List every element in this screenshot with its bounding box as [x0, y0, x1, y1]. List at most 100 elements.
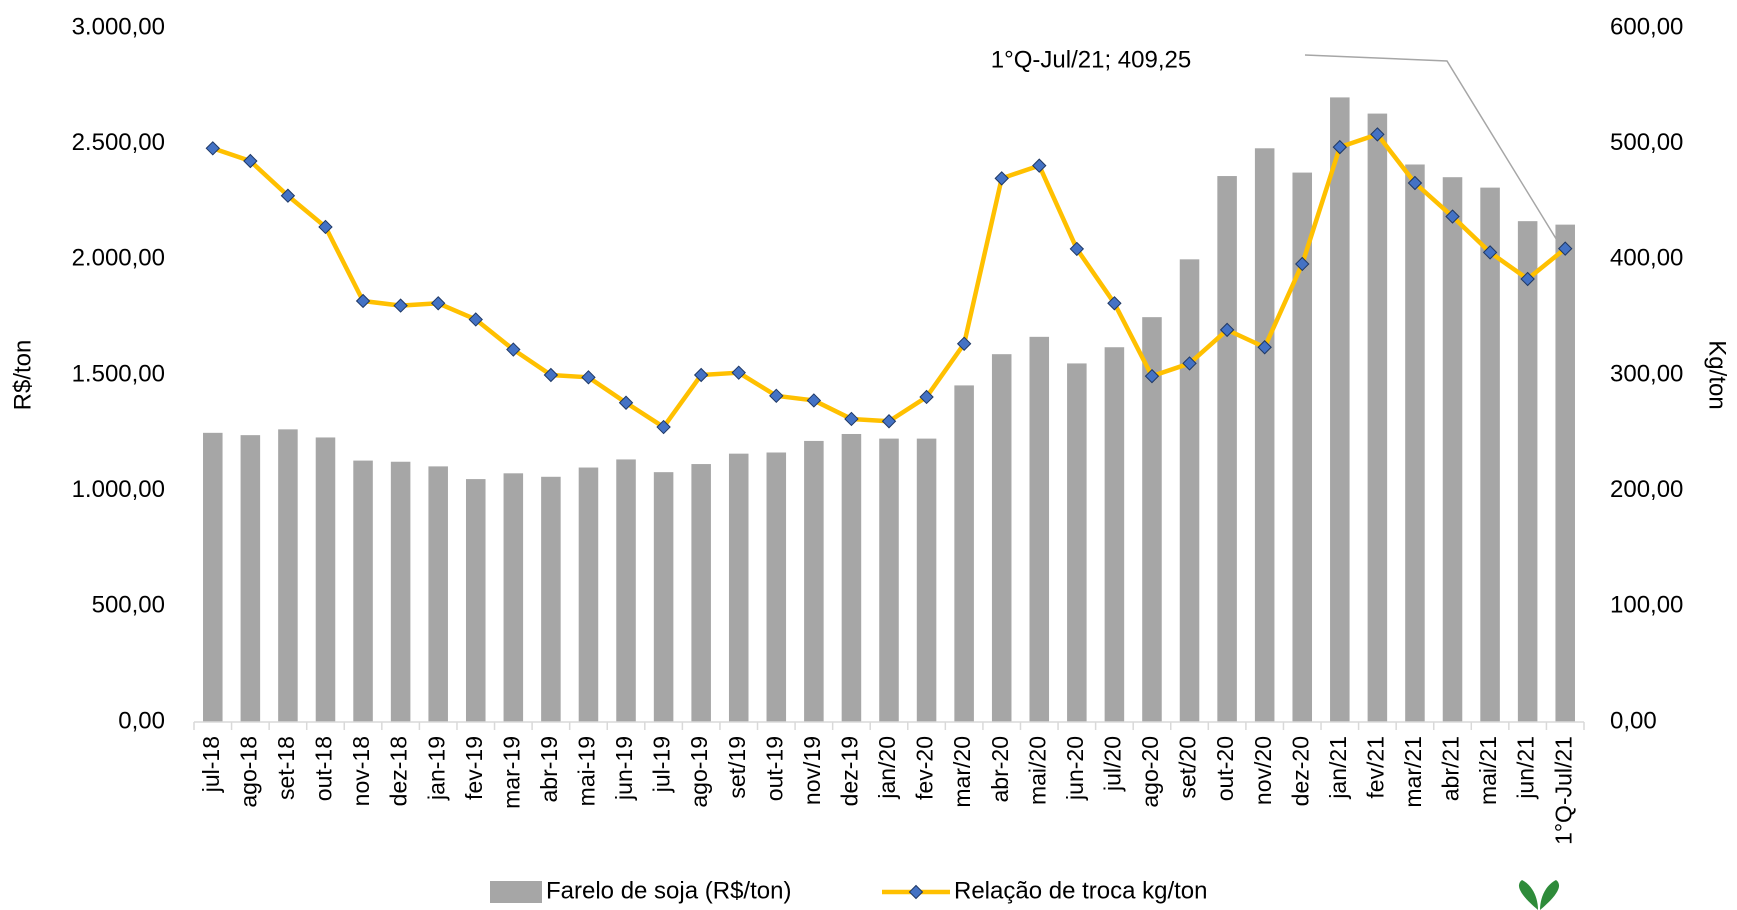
bar — [879, 438, 899, 722]
bar — [766, 452, 787, 722]
bar — [1442, 177, 1463, 722]
x-tick-label: mar/21 — [1400, 736, 1426, 808]
bar — [1254, 148, 1275, 722]
x-tick-label: set/20 — [1175, 736, 1201, 799]
bar — [1367, 113, 1388, 723]
x-tick-label: set/19 — [724, 736, 750, 799]
x-tick-label: out-18 — [311, 736, 337, 801]
y2-tick-label: 400,00 — [1610, 245, 1683, 272]
marker — [844, 411, 859, 427]
bar — [390, 461, 411, 722]
x-tick-label: mar/20 — [949, 736, 975, 808]
bar — [804, 440, 824, 722]
x-tick-label: mar-19 — [498, 736, 524, 809]
bar — [278, 429, 298, 722]
x-tick-label: jan/20 — [874, 736, 900, 800]
bar — [916, 438, 937, 722]
x-tick-label: ago-18 — [235, 736, 261, 808]
y2-tick-label: 200,00 — [1610, 476, 1683, 503]
bar — [991, 354, 1012, 722]
x-tick-label: ago-19 — [686, 736, 712, 808]
marker — [994, 171, 1009, 186]
x-tick-label: abr/21 — [1438, 736, 1464, 801]
marker — [656, 419, 671, 435]
marker — [1520, 271, 1535, 287]
y2-tick-label: 300,00 — [1610, 360, 1683, 387]
marker — [618, 395, 634, 410]
x-tick-label: mai/21 — [1475, 736, 1501, 805]
y-tick-label: 0,00 — [118, 707, 165, 734]
x-tick-label: jul-19 — [649, 736, 675, 793]
x-tick-label: fev/21 — [1362, 736, 1388, 799]
x-tick-label: mai/20 — [1024, 736, 1050, 805]
marker — [318, 219, 333, 235]
x-tick-label: ago-20 — [1137, 736, 1163, 808]
marker — [769, 388, 784, 404]
bar — [1405, 164, 1425, 722]
legend-label: Relação de troca kg/ton — [954, 877, 1208, 904]
marker — [543, 367, 559, 383]
x-tick-label: set-18 — [273, 736, 299, 800]
y2-axis-label: Kg/ton — [1704, 340, 1731, 409]
marker — [430, 296, 446, 311]
annotation-leader — [1304, 54, 1558, 242]
marker — [881, 414, 897, 429]
x-tick-label: dez-20 — [1287, 736, 1313, 806]
marker — [806, 393, 822, 408]
bar — [616, 459, 636, 722]
y-tick-label: 500,00 — [92, 592, 165, 619]
marker — [581, 370, 596, 385]
bar — [465, 479, 486, 722]
marker — [280, 188, 296, 203]
bar — [1217, 176, 1237, 722]
x-tick-label: nov/19 — [799, 736, 825, 805]
bar — [503, 473, 524, 722]
x-tick-label: jul-18 — [198, 736, 224, 793]
bar — [1517, 221, 1538, 722]
bar — [691, 464, 711, 722]
x-tick-label: dez-18 — [386, 736, 412, 806]
y-axis-label: R$/ton — [9, 340, 36, 411]
marker — [1558, 241, 1573, 256]
x-tick-label: jan/21 — [1325, 736, 1351, 800]
y2-tick-label: 600,00 — [1610, 13, 1683, 40]
legend-label: Farelo de soja (R$/ton) — [546, 877, 791, 904]
bar — [1292, 172, 1313, 723]
x-tick-label: fev-20 — [912, 736, 938, 800]
bar — [1067, 363, 1087, 722]
bar — [428, 466, 448, 722]
x-tick-label: dez-19 — [837, 736, 863, 806]
marker — [1257, 340, 1272, 355]
x-tick-label: jun-19 — [611, 736, 637, 801]
bar — [203, 432, 223, 722]
bar — [578, 467, 599, 722]
x-tick-label: fev-19 — [461, 736, 487, 800]
y-tick-label: 1.500,00 — [72, 360, 165, 387]
marker — [693, 367, 709, 383]
bar — [1142, 317, 1162, 722]
marker — [731, 365, 746, 380]
x-tick-label: jun/21 — [1513, 736, 1539, 800]
x-tick-label: abr-20 — [987, 736, 1013, 802]
x-tick-label: nov/20 — [1250, 736, 1276, 805]
line — [212, 132, 1567, 430]
bar — [841, 433, 862, 722]
marker — [956, 336, 972, 351]
x-tick-label: mai-19 — [574, 736, 600, 806]
marker — [1482, 245, 1498, 260]
y-tick-label: 2.000,00 — [72, 245, 165, 272]
marker — [468, 312, 483, 327]
y2-tick-label: 100,00 — [1610, 592, 1683, 619]
marker — [1144, 368, 1160, 384]
y-tick-label: 2.500,00 — [72, 129, 165, 156]
marker — [1407, 175, 1423, 191]
y-tick-label: 3.000,00 — [72, 13, 165, 40]
bar — [353, 460, 373, 722]
x-tick-label: jun-20 — [1062, 736, 1088, 801]
marker — [1370, 127, 1385, 142]
marker — [1069, 241, 1085, 257]
x-tick-label: 1°Q-Jul/21 — [1550, 736, 1576, 845]
marker — [1332, 139, 1348, 155]
x-tick-label: out-20 — [1212, 736, 1238, 801]
